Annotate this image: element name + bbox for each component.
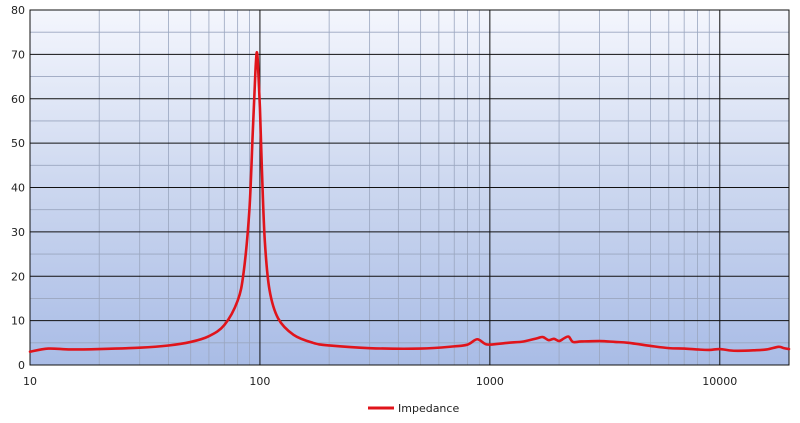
plot-frame xyxy=(29,9,790,366)
y-tick-label: 0 xyxy=(18,359,25,372)
y-tick-label: 40 xyxy=(11,182,25,195)
legend: Impedance xyxy=(368,402,459,415)
y-tick-label: 60 xyxy=(11,93,25,106)
impedance-series-line xyxy=(28,50,791,353)
y-tick-label: 70 xyxy=(11,48,25,61)
x-axis-ticks: 10 100 1000 10000 xyxy=(23,375,737,388)
x-tick-label: 100 xyxy=(249,375,270,388)
x-tick-label: 1000 xyxy=(476,375,504,388)
y-tick-label: 80 xyxy=(11,4,25,17)
x-tick-label: 10 xyxy=(23,375,37,388)
y-axis-ticks: 0 10 20 30 40 50 60 70 80 xyxy=(11,4,25,372)
y-tick-label: 10 xyxy=(11,315,25,328)
y-tick-label: 50 xyxy=(11,137,25,150)
legend-label-impedance: Impedance xyxy=(398,402,459,415)
y-tick-label: 30 xyxy=(11,226,25,239)
x-tick-label: 10000 xyxy=(702,375,737,388)
y-tick-label: 20 xyxy=(11,270,25,283)
